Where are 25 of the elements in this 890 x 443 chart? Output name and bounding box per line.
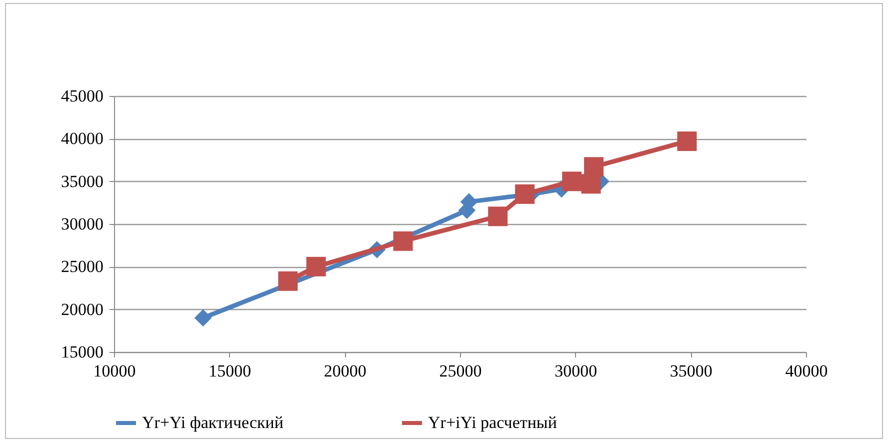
legend-label: Yr+iYi расчетный bbox=[428, 413, 557, 432]
x-tick-label: 35000 bbox=[670, 362, 712, 380]
point bbox=[306, 256, 326, 276]
y-tick-label: 25000 bbox=[61, 257, 104, 276]
legend-label: Yr+Yi фактический bbox=[142, 413, 284, 432]
point bbox=[393, 231, 413, 251]
x-tick-label: 25000 bbox=[439, 362, 482, 380]
point bbox=[584, 157, 604, 177]
y-tick-label: 40000 bbox=[61, 129, 104, 148]
y-tick-label: 45000 bbox=[61, 86, 104, 106]
point bbox=[515, 184, 535, 204]
x-tick-label: 15000 bbox=[208, 362, 252, 380]
x-tick-label: 40000 bbox=[785, 362, 828, 380]
x-tick-label: 20000 bbox=[324, 362, 366, 380]
point bbox=[278, 271, 298, 291]
y-tick-label: 35000 bbox=[61, 172, 104, 191]
y-tick-label: 30000 bbox=[61, 214, 104, 234]
x-tick-label: 10000 bbox=[93, 362, 136, 380]
y-tick-label: 20000 bbox=[61, 300, 104, 319]
point bbox=[488, 206, 508, 226]
point bbox=[194, 309, 212, 327]
x-tick-label: 30000 bbox=[554, 362, 598, 380]
point bbox=[562, 172, 582, 192]
y-tick-label: 15000 bbox=[61, 342, 104, 362]
point bbox=[677, 131, 697, 151]
